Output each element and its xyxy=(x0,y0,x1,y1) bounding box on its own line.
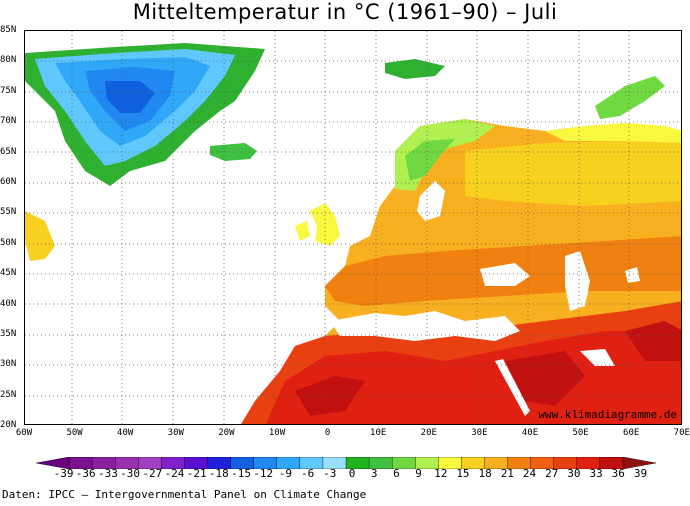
color-scale-tick: 21 xyxy=(500,467,514,480)
color-scale-tick: -27 xyxy=(142,467,163,480)
longitude-label: 10W xyxy=(268,428,286,438)
map-canvas xyxy=(25,31,681,424)
longitude-label: 20E xyxy=(420,428,437,438)
color-scale-tick: -33 xyxy=(97,467,118,480)
newfoundland xyxy=(25,211,55,261)
latitude-label: 80N xyxy=(0,55,17,66)
longitude-label: 60E xyxy=(623,428,640,438)
color-scale-tick: -9 xyxy=(278,467,293,480)
latitude-label: 55N xyxy=(0,207,17,218)
latitude-label: 85N xyxy=(0,25,17,35)
black-sea xyxy=(480,263,530,286)
data-source: Daten: IPCC – Intergovernmental Panel on… xyxy=(2,488,367,501)
svalbard xyxy=(385,59,445,79)
color-scale-tick: 27 xyxy=(545,467,559,480)
latitude-label: 25N xyxy=(0,389,17,400)
great-britain xyxy=(310,203,340,246)
longitude-label: 50W xyxy=(66,428,83,438)
persian-gulf xyxy=(580,349,615,366)
longitude-label: 70E xyxy=(673,428,690,438)
color-scale-tick: -30 xyxy=(120,467,141,480)
longitude-label: 0 xyxy=(324,428,331,438)
color-scale-tick: 18 xyxy=(478,467,492,480)
color-scale-tick: 36 xyxy=(611,467,625,480)
color-scale-tick: 3 xyxy=(370,467,378,480)
graticule xyxy=(25,31,681,424)
latitude-label: 60N xyxy=(0,177,17,187)
latitude-label: 20N xyxy=(0,420,17,431)
color-scale-tick: 24 xyxy=(522,467,537,480)
longitude-label: 50E xyxy=(572,428,589,438)
color-scale-tick: 30 xyxy=(567,467,581,480)
greenland xyxy=(25,43,265,186)
mediterranean xyxy=(330,311,520,341)
color-scale-tick: 15 xyxy=(456,467,470,480)
map-credit: www.klimadiagramme.de xyxy=(538,410,677,422)
latitude-label: 65N xyxy=(0,146,17,157)
color-scale-tick: -24 xyxy=(164,467,185,480)
latitude-label: 35N xyxy=(0,329,17,339)
longitude-label: 30E xyxy=(471,428,488,438)
color-scale-tick: -12 xyxy=(253,467,274,480)
latitude-label: 75N xyxy=(0,85,17,96)
caspian-sea xyxy=(565,251,590,311)
color-scale-tick: 0 xyxy=(348,467,356,480)
color-scale-tick: 33 xyxy=(589,467,603,480)
eurasia xyxy=(241,119,681,424)
temperature-map: www.klimadiagramme.de xyxy=(24,30,682,425)
ireland xyxy=(295,221,310,241)
longitude-label: 40E xyxy=(521,428,539,438)
red-sea xyxy=(495,359,530,416)
color-scale-bar xyxy=(36,457,656,469)
longitude-label: 40W xyxy=(117,428,134,438)
color-scale-tick: -15 xyxy=(231,467,251,480)
color-scale-tick: -18 xyxy=(208,467,229,480)
longitude-label: 10E xyxy=(370,428,387,438)
map-title: Mitteltemperatur in °C (1961–90) – Juli xyxy=(132,0,558,24)
latitude-label: 45N xyxy=(0,268,17,279)
longitude-label: 20W xyxy=(218,428,235,438)
longitude-label: 60W xyxy=(15,428,33,438)
color-scale-tick: 39 xyxy=(633,467,648,480)
color-scale-tick: 9 xyxy=(415,467,422,480)
latitude-label: 50N xyxy=(0,237,17,248)
latitude-label: 70N xyxy=(0,116,17,127)
color-scale-tick: -36 xyxy=(75,467,96,480)
color-scale-swatch xyxy=(622,457,656,469)
baltic-sea xyxy=(417,181,445,221)
color-scale-tick: 6 xyxy=(393,467,400,480)
novaya-zemlya xyxy=(595,76,665,119)
color-scale-tick: -21 xyxy=(186,467,207,480)
latitude-label: 40N xyxy=(0,298,17,309)
longitude-label: 30W xyxy=(167,428,184,438)
color-scale-tick: -39 xyxy=(53,467,74,480)
color-scale-tick: 12 xyxy=(434,467,448,480)
color-scale-tick: -6 xyxy=(300,467,315,480)
color-scale-tick: -3 xyxy=(323,467,337,480)
latitude-label: 30N xyxy=(0,359,17,370)
